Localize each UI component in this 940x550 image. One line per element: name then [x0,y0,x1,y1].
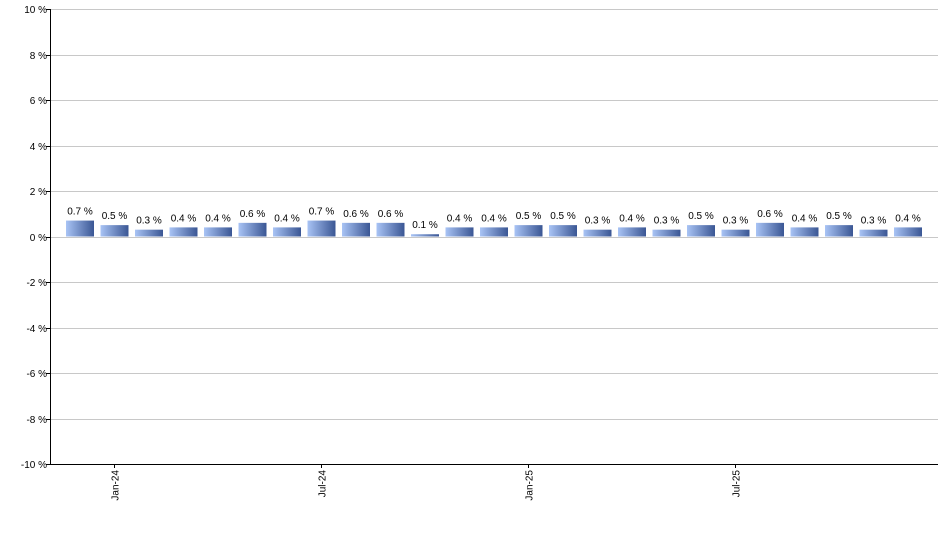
data-label: 0.5 % [102,211,128,222]
data-label: 0.4 % [895,213,921,224]
data-label: 0.3 % [723,216,749,227]
data-label: 0.4 % [171,213,197,224]
data-label: 0.4 % [619,213,645,224]
data-label: 0.7 % [309,207,335,218]
data-label: 0.6 % [378,209,404,220]
data-label: 0.5 % [516,211,542,222]
data-label: 0.6 % [343,209,369,220]
data-label: 0.7 % [67,207,93,218]
data-label: 0.3 % [654,216,680,227]
bar-Dec-25 [894,227,922,237]
bar-May-24 [238,222,267,237]
x-tick-label: Jan-24 [111,470,122,501]
bar-Feb-24 [135,229,163,237]
bar-Jul-24 [307,220,336,237]
x-tick-label: Jan-25 [525,470,536,501]
bar-May-25 [652,229,681,237]
bars [66,220,922,237]
bar-Jun-25 [687,225,715,237]
bar-Sep-24 [376,222,405,237]
data-label: 0.4 % [481,213,507,224]
bar-Dec-23 [66,220,94,237]
bar-Feb-25 [549,225,577,237]
y-tick-label: -4 % [26,324,47,335]
y-tick-label: 0 % [30,233,47,244]
bar-Oct-25 [825,225,853,237]
bar-Sep-25 [790,227,819,237]
data-label: 0.4 % [205,213,231,224]
data-label: 0.5 % [550,211,576,222]
bar-Apr-25 [618,227,646,237]
bar-Aug-25 [756,222,784,237]
data-label: 0.4 % [447,213,473,224]
bar-Nov-25 [859,229,888,237]
gridlines [50,9,938,465]
axes [46,9,938,468]
bar-Mar-25 [583,229,612,237]
y-tick-label: -2 % [26,278,47,289]
bar-Jan-24 [100,225,129,237]
data-label: 0.5 % [826,211,852,222]
bar-Mar-24 [169,227,198,237]
data-label: 0.6 % [757,209,783,220]
y-tick-label: -10 % [21,460,47,471]
data-label: 0.1 % [412,220,438,231]
y-tick-label: 2 % [30,187,47,198]
data-labels: 0.7 % 0.5 % 0.3 % 0.4 % 0.4 % 0.6 % 0.4 % 0.7 %… [67,207,921,232]
y-tick-label: -8 % [26,415,47,426]
data-label: 0.4 % [274,213,300,224]
y-tick-label: 4 % [30,142,47,153]
y-tick-label: -6 % [26,369,47,380]
bar-Oct-24 [411,234,439,237]
y-tick-label: 10 % [24,5,47,16]
x-tick-label: Jul-25 [732,470,743,498]
data-label: 0.5 % [688,211,714,222]
data-label: 0.3 % [861,216,887,227]
bar-Apr-24 [204,227,232,237]
bar-Dec-24 [480,227,508,237]
bar-Nov-24 [445,227,474,237]
y-tick-label: 8 % [30,51,47,62]
bar-Jul-25 [721,229,750,237]
bar-Aug-24 [342,222,370,237]
y-axis-tick-labels: 10 % 8 % 6 % 4 % 2 % 0 % -2 % -4 % -6 % -8 % -10 % [21,5,47,471]
data-label: 0.6 % [240,209,266,220]
x-tick-label: Jul-24 [318,470,329,498]
bar-Jan-25 [514,225,543,237]
data-label: 0.4 % [792,213,818,224]
data-label: 0.3 % [136,216,162,227]
data-label: 0.3 % [585,216,611,227]
bar-Jun-24 [273,227,301,237]
x-axis-tick-labels: Jan-24 Jul-24 Jan-25 Jul-25 [111,470,743,501]
y-tick-label: 6 % [30,96,47,107]
